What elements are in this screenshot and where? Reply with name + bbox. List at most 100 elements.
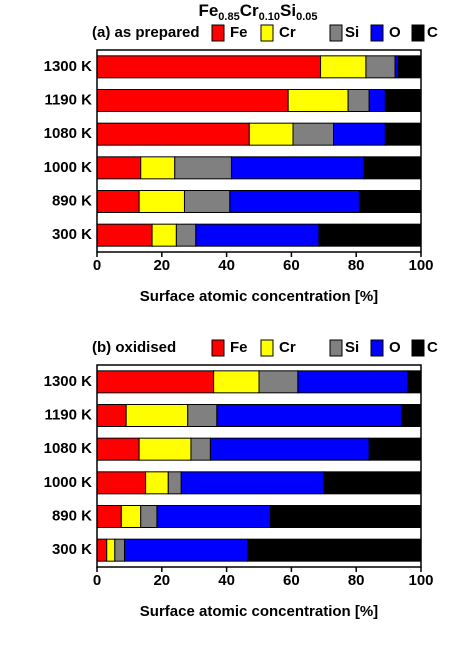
bar-segment bbox=[230, 156, 365, 180]
bar-segment bbox=[287, 89, 349, 112]
bar-segment bbox=[140, 156, 176, 180]
bar-segment bbox=[96, 370, 215, 394]
legend-label: Cr bbox=[279, 339, 296, 356]
bar-segment bbox=[125, 404, 189, 427]
x-tick-label: 40 bbox=[218, 257, 235, 274]
x-axis-label: Surface atomic concentration [%] bbox=[140, 603, 378, 620]
bar-segment bbox=[190, 437, 211, 461]
bar-segment bbox=[114, 538, 126, 562]
bar-segment bbox=[248, 122, 294, 146]
bar-segment bbox=[175, 223, 197, 247]
bar-segment bbox=[174, 156, 232, 180]
legend-label: Si bbox=[345, 339, 359, 356]
legend-swatch bbox=[260, 24, 274, 42]
bar-segment bbox=[347, 89, 370, 112]
bar-segment bbox=[365, 55, 396, 79]
bar-segment bbox=[124, 538, 249, 562]
bar-segment bbox=[258, 370, 299, 394]
bar-segment bbox=[96, 404, 127, 427]
chart-title: Fe0.85Cr0.10Si0.05 bbox=[198, 1, 317, 22]
x-tick-label: 40 bbox=[218, 572, 235, 589]
bar-segment bbox=[96, 156, 142, 180]
x-tick-label: 20 bbox=[153, 257, 170, 274]
bar-segment bbox=[318, 223, 422, 247]
bar-segment bbox=[368, 89, 386, 112]
bar-segment bbox=[323, 471, 422, 495]
bar-segment bbox=[96, 437, 140, 461]
y-tick-label: 1080 K bbox=[44, 440, 93, 457]
y-tick-label: 1300 K bbox=[44, 373, 93, 390]
legend-label: Si bbox=[345, 24, 359, 41]
legend-swatch bbox=[329, 24, 343, 42]
title-subscript: 0.05 bbox=[296, 11, 317, 23]
legend-label: C bbox=[427, 24, 438, 41]
bar-segment bbox=[145, 471, 169, 495]
y-tick-label: 1190 K bbox=[44, 91, 92, 108]
y-tick-label: 1000 K bbox=[44, 159, 93, 176]
x-tick-label: 100 bbox=[408, 572, 433, 589]
legend-label: C bbox=[427, 339, 438, 356]
legend-swatch bbox=[211, 339, 225, 357]
legend-swatch bbox=[370, 339, 384, 357]
title-subscript: 0.85 bbox=[218, 11, 239, 23]
legend-label: Cr bbox=[279, 24, 296, 41]
bar-segment bbox=[96, 505, 122, 528]
legend-swatch bbox=[211, 24, 225, 42]
title-part: Si bbox=[280, 1, 296, 20]
bar-segment bbox=[180, 471, 325, 495]
bar-segment bbox=[96, 223, 153, 247]
bar-segment bbox=[247, 538, 422, 562]
x-tick-label: 80 bbox=[348, 257, 365, 274]
x-tick-label: 80 bbox=[348, 572, 365, 589]
legend-swatch bbox=[370, 24, 384, 42]
bar-segment bbox=[96, 89, 289, 112]
legend-label: O bbox=[389, 24, 401, 41]
bar-segment bbox=[156, 505, 271, 528]
bar-segment bbox=[333, 122, 386, 146]
x-tick-label: 60 bbox=[283, 257, 300, 274]
bar-segment bbox=[407, 370, 422, 394]
y-tick-label: 890 K bbox=[52, 192, 92, 209]
plot-frame bbox=[96, 49, 422, 253]
bar-segment bbox=[209, 437, 370, 461]
bar-segment bbox=[213, 370, 260, 394]
panel-label: (b) oxidised bbox=[92, 339, 176, 356]
legend-label: O bbox=[389, 339, 401, 356]
x-tick-label: 100 bbox=[408, 257, 433, 274]
x-tick-label: 0 bbox=[93, 257, 101, 274]
bar-segment bbox=[96, 190, 140, 213]
bar-segment bbox=[96, 55, 322, 79]
y-tick-label: 300 K bbox=[52, 541, 92, 558]
bar-segment bbox=[167, 471, 182, 495]
y-tick-label: 1000 K bbox=[44, 474, 93, 491]
bar-segment bbox=[297, 370, 409, 394]
bar-segment bbox=[363, 156, 422, 180]
bar-segment bbox=[106, 538, 116, 562]
bar-segment bbox=[269, 505, 422, 528]
bar-segment bbox=[195, 223, 320, 247]
bar-segment bbox=[138, 190, 185, 213]
bar-segment bbox=[229, 190, 360, 213]
y-tick-label: 890 K bbox=[52, 507, 92, 524]
y-tick-label: 1190 K bbox=[44, 406, 92, 423]
bar-segment bbox=[120, 505, 142, 528]
legend-swatch bbox=[329, 339, 343, 357]
x-axis-label: Surface atomic concentration [%] bbox=[140, 288, 378, 305]
bar-segment bbox=[358, 190, 422, 213]
y-tick-label: 1300 K bbox=[44, 58, 93, 75]
bar-segment bbox=[183, 190, 231, 213]
y-tick-label: 300 K bbox=[52, 226, 92, 243]
bar-segment bbox=[384, 122, 422, 146]
bar-segment bbox=[138, 437, 192, 461]
bar-segment bbox=[187, 404, 218, 427]
bar-segment bbox=[151, 223, 177, 247]
bar-segment bbox=[401, 404, 422, 427]
bar-segment bbox=[368, 437, 422, 461]
plot-frame bbox=[96, 364, 422, 568]
legend-label: Fe bbox=[230, 24, 248, 41]
y-tick-label: 1080 K bbox=[44, 125, 93, 142]
title-subscript: 0.10 bbox=[259, 11, 280, 23]
legend-swatch bbox=[411, 339, 425, 357]
legend-swatch bbox=[411, 24, 425, 42]
